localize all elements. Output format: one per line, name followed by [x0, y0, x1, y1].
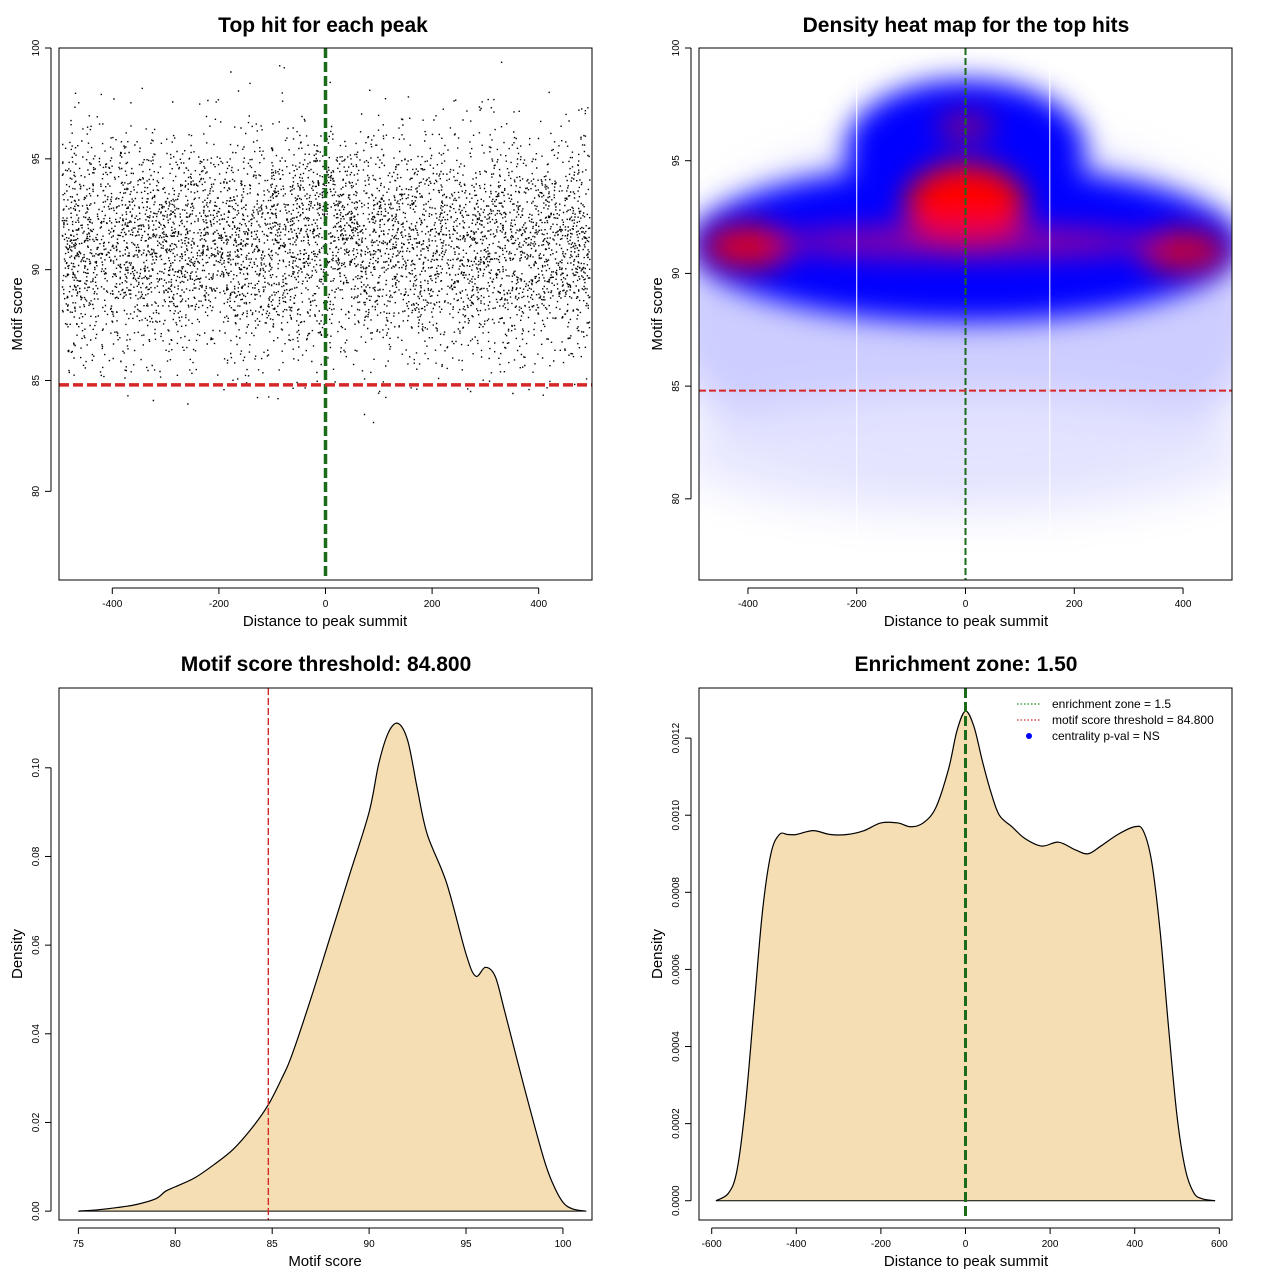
- scatter-points: [61, 61, 591, 424]
- density-curve: [78, 722, 587, 1212]
- plot-frame: [698, 47, 1233, 581]
- x-tick-label: -400: [738, 599, 758, 610]
- y-tick-label: 85: [31, 375, 42, 387]
- x-tick-label: 80: [170, 1239, 182, 1250]
- x-tick-label: 400: [1175, 599, 1192, 610]
- scatter-panel: Top hit for each peak -400 -200 0 200 400 80…: [9, 14, 593, 630]
- x-tick-label: 200: [1066, 599, 1083, 610]
- y-axis: 0.00 0.02 0.04 0.06 0.08 0.10: [31, 758, 52, 1221]
- x-tick-label: 0: [323, 599, 329, 610]
- legend: enrichment zone = 1.5 motif score thresho…: [1017, 697, 1214, 743]
- y-axis-label: Motif score: [649, 277, 666, 350]
- y-tick-label: 0.0008: [671, 877, 682, 908]
- x-tick-label: 75: [73, 1239, 85, 1250]
- y-tick-label: 0.0004: [671, 1031, 682, 1062]
- y-tick-label: 90: [31, 264, 42, 276]
- plot-frame: [58, 687, 593, 1221]
- x-tick-label: 400: [1126, 1239, 1143, 1250]
- x-tick-label: -200: [209, 599, 229, 610]
- y-tick-label: 0.08: [31, 846, 42, 866]
- x-tick-label: 100: [555, 1239, 572, 1250]
- legend-marker: [1026, 733, 1032, 739]
- y-tick-label: 100: [671, 39, 682, 56]
- y-axis-label: Density: [649, 928, 666, 979]
- y-tick-label: 0.0006: [671, 954, 682, 985]
- motif-density-panel: Motif score threshold: 84.800 75 80 85 90 95…: [9, 653, 593, 1270]
- y-tick-label: 0.10: [31, 758, 42, 778]
- y-tick-label: 90: [671, 267, 682, 279]
- x-axis: 75 80 85 90 95 100: [73, 1227, 572, 1250]
- legend-label: enrichment zone = 1.5: [1052, 697, 1171, 711]
- x-tick-label: 85: [267, 1239, 279, 1250]
- plot-frame: [58, 47, 593, 581]
- x-tick-label: 0: [963, 1239, 969, 1250]
- x-axis-label: Motif score: [288, 1253, 361, 1270]
- y-axis: 80 85 90 95 100: [671, 39, 692, 505]
- density-fill: [78, 723, 587, 1212]
- chart-title: Motif score threshold: 84.800: [181, 653, 472, 676]
- x-tick-label: -200: [871, 1239, 891, 1250]
- y-axis: 80 85 90 95 100: [31, 39, 52, 497]
- heatmap-panel: Density heat map for the top hits -400 -2…: [649, 14, 1233, 630]
- y-tick-label: 0.0002: [671, 1108, 682, 1139]
- y-tick-label: 0.06: [31, 935, 42, 955]
- legend-label: centrality p-val = NS: [1052, 729, 1160, 743]
- y-tick-label: 0.0000: [671, 1185, 682, 1216]
- x-tick-label: 90: [364, 1239, 376, 1250]
- x-axis: -600 -400 -200 0 200 400 600: [702, 1227, 1228, 1250]
- density-curve: [715, 710, 1216, 1202]
- plot-frame: [698, 687, 1233, 1221]
- y-tick-label: 95: [671, 155, 682, 167]
- x-axis-label: Distance to peak summit: [884, 613, 1049, 630]
- x-tick-label: -400: [786, 1239, 806, 1250]
- x-axis-label: Distance to peak summit: [884, 1253, 1049, 1270]
- x-tick-label: -600: [702, 1239, 722, 1250]
- x-axis-label: Distance to peak summit: [243, 613, 408, 630]
- chart-title: Enrichment zone: 1.50: [855, 653, 1078, 676]
- enrichment-panel: Enrichment zone: 1.50 -600 -400 -200 0 200 40…: [649, 653, 1233, 1270]
- x-axis: -400 -200 0 200 400: [102, 587, 547, 610]
- chart-title: Top hit for each peak: [218, 14, 428, 37]
- y-tick-label: 100: [31, 39, 42, 56]
- y-tick-label: 80: [671, 493, 682, 505]
- scatter-point-cloud: [61, 61, 591, 424]
- y-tick-label: 0.0012: [671, 722, 682, 753]
- x-tick-label: -400: [102, 599, 122, 610]
- chart-title: Density heat map for the top hits: [803, 14, 1130, 37]
- y-tick-label: 0.02: [31, 1112, 42, 1132]
- x-tick-label: 200: [424, 599, 441, 610]
- x-tick-label: 400: [530, 599, 547, 610]
- y-tick-label: 0.04: [31, 1024, 42, 1044]
- x-tick-label: 95: [460, 1239, 472, 1250]
- legend-label: motif score threshold = 84.800: [1052, 713, 1214, 727]
- y-tick-label: 95: [31, 153, 42, 165]
- density-hotspot: [702, 224, 793, 269]
- y-axis-label: Motif score: [9, 277, 26, 350]
- y-tick-label: 85: [671, 380, 682, 392]
- density-hotspot: [1138, 228, 1229, 273]
- y-axis: 0.0000 0.0002 0.0004 0.0006 0.0008 0.0010 0.00…: [671, 722, 692, 1216]
- density-hotspot: [937, 110, 994, 143]
- y-tick-label: 0.00: [31, 1201, 42, 1221]
- y-tick-label: 0.0010: [671, 799, 682, 830]
- y-tick-label: 80: [31, 485, 42, 497]
- density-area: [78, 722, 587, 1212]
- x-tick-label: 600: [1211, 1239, 1228, 1250]
- x-axis: -400 -200 0 200 400: [738, 587, 1192, 610]
- x-tick-label: -200: [847, 599, 867, 610]
- x-tick-label: 200: [1042, 1239, 1059, 1250]
- x-tick-label: 0: [963, 599, 969, 610]
- y-axis-label: Density: [9, 928, 26, 979]
